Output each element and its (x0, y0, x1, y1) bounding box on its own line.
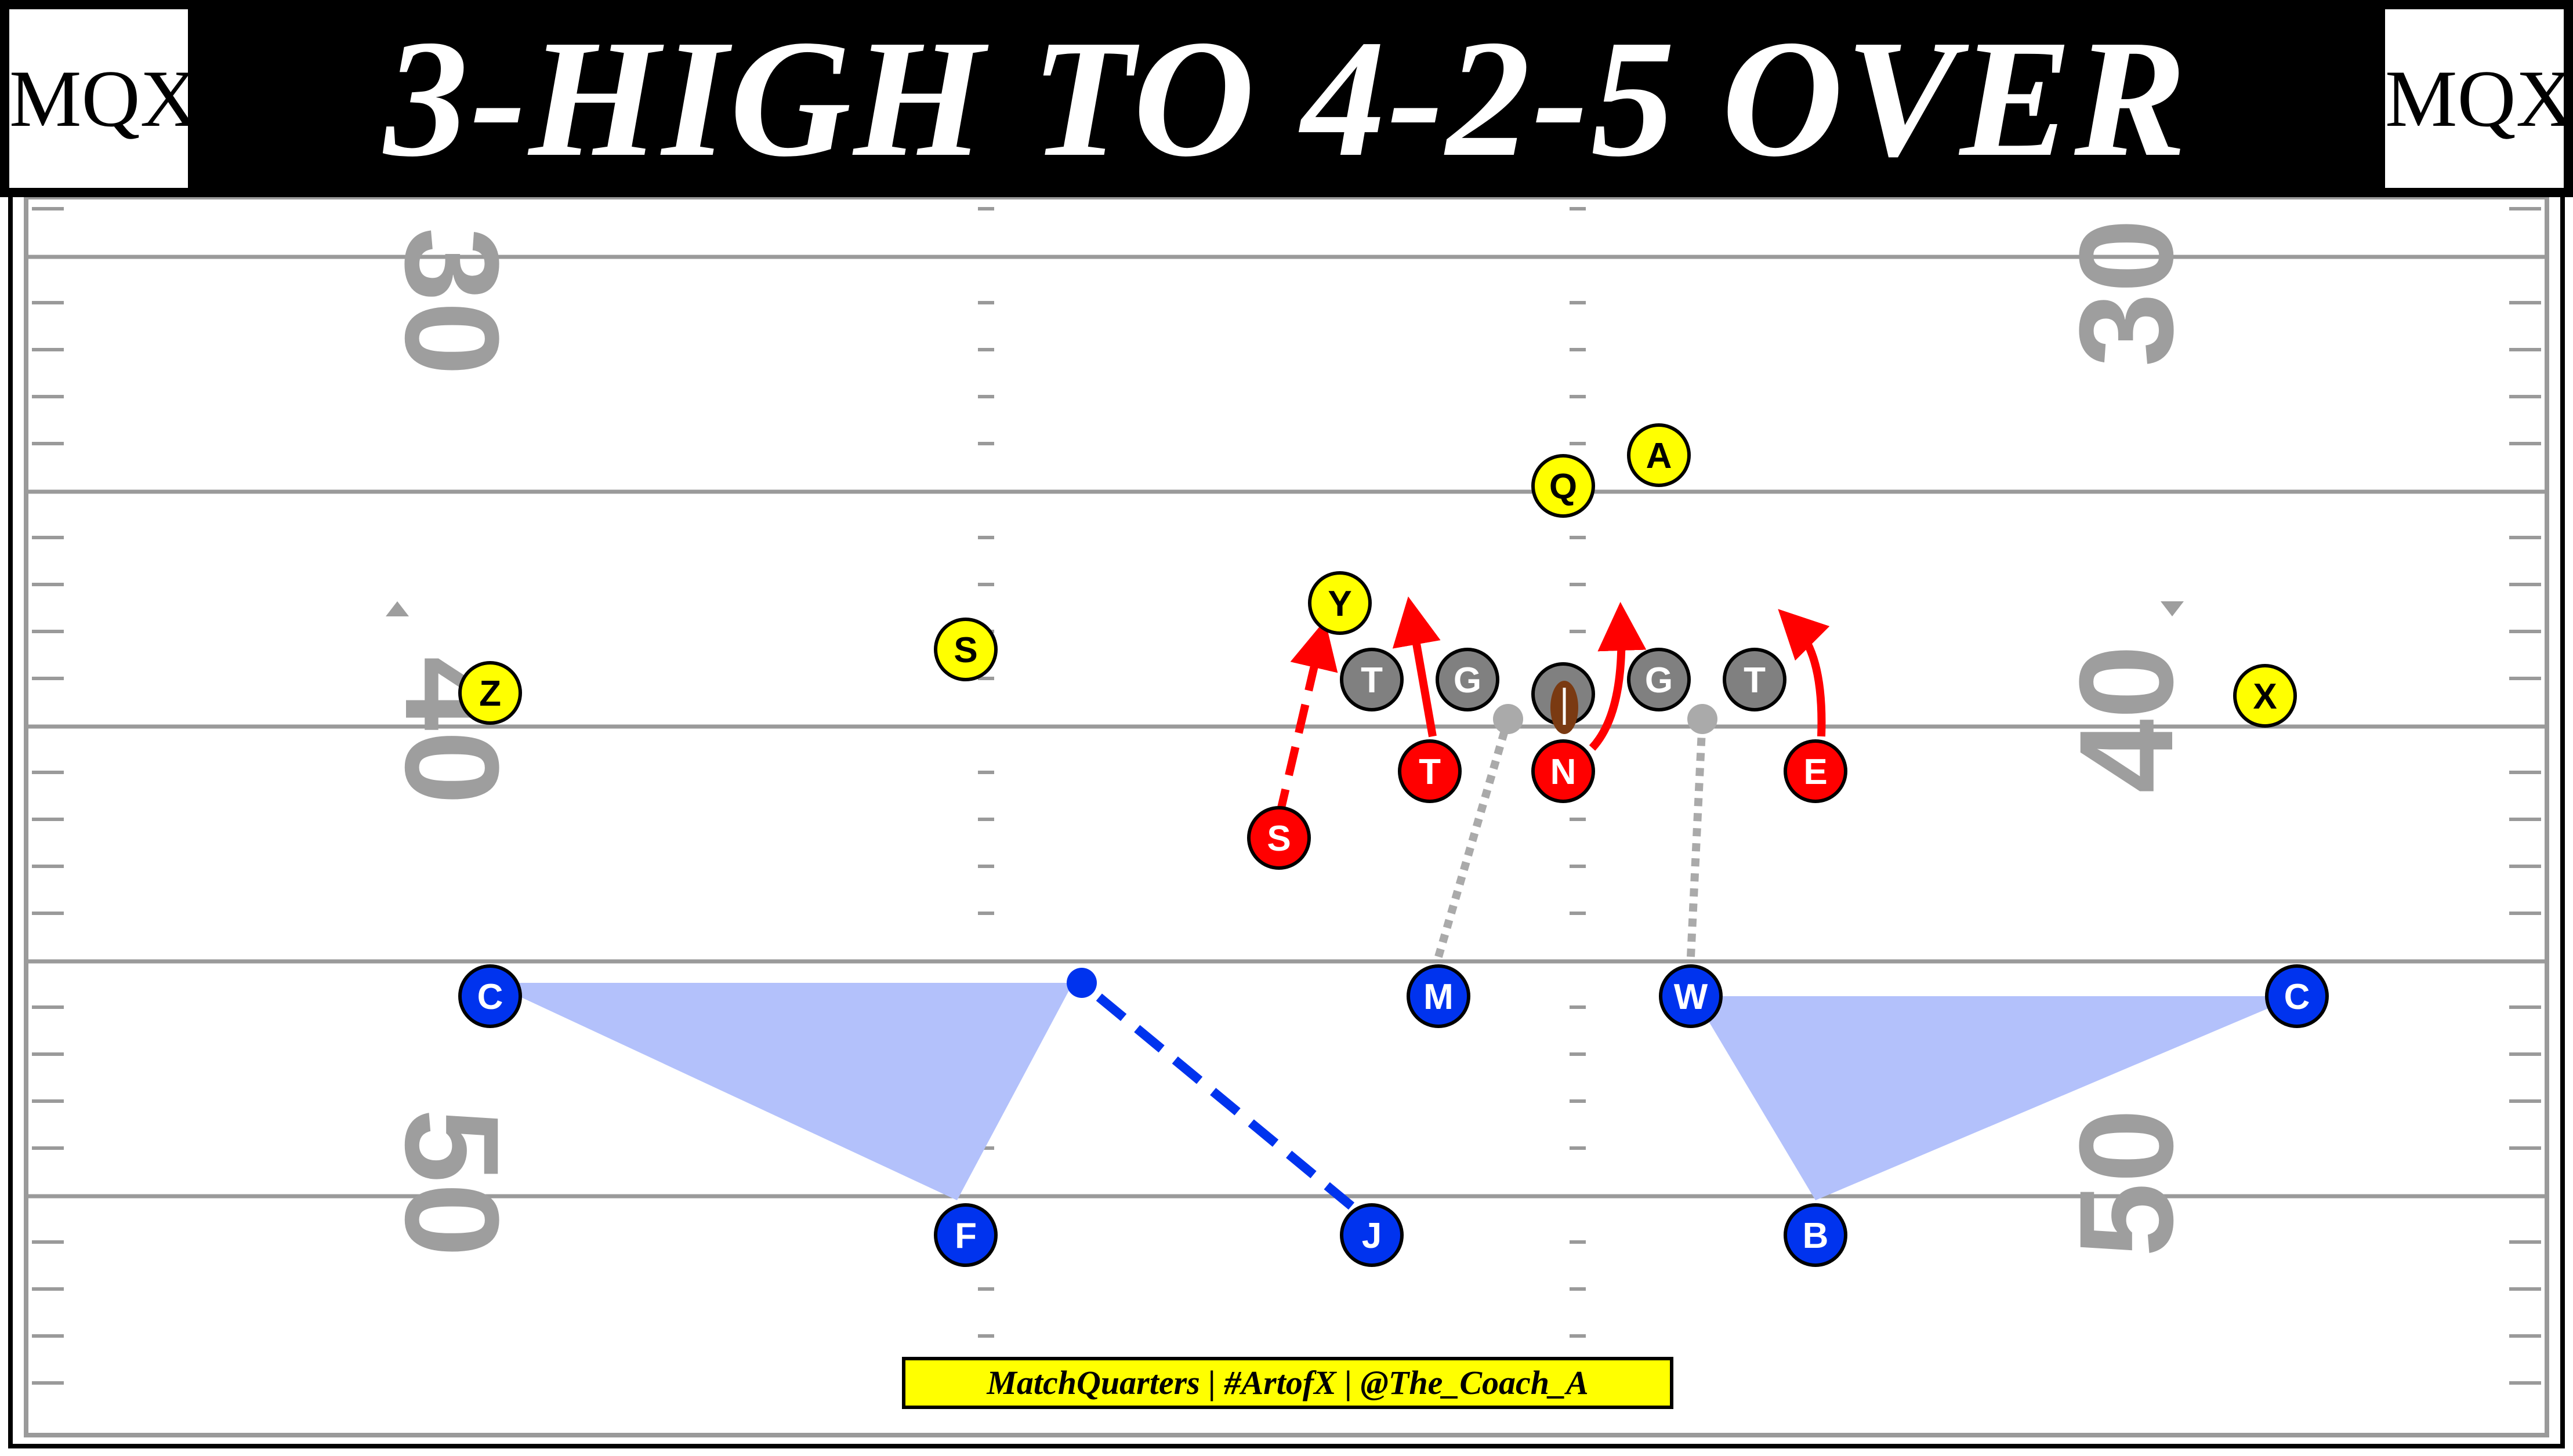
player-dl-t: T (1398, 739, 1462, 803)
player-label: T (1419, 752, 1441, 792)
player-marker (1340, 648, 1404, 711)
slant-path-n (1589, 602, 1647, 751)
player-marker (1784, 739, 1847, 803)
direction-arrow-left (386, 601, 409, 616)
football-icon (1531, 662, 1595, 734)
player-marker (1627, 648, 1691, 711)
player-db-w: W (1659, 964, 1723, 1028)
field-inner-border (24, 195, 2549, 1437)
player-marker (1659, 964, 1723, 1028)
stunt-path-s (1275, 620, 1338, 819)
yard-number-30-right: 30 (2052, 219, 2201, 367)
player-label: N (1550, 752, 1577, 792)
player-label: B (1803, 1216, 1829, 1256)
player-marker (1436, 648, 1499, 711)
player-label: Y (1328, 584, 1351, 624)
player-db-j: J (1340, 1203, 1404, 1267)
player-marker (2265, 964, 2329, 1028)
player-off-x: X (2233, 664, 2297, 728)
deep-zone-left (490, 983, 1073, 1200)
player-off-a: A (1627, 423, 1691, 487)
player-db-c-right: C (2265, 964, 2329, 1028)
player-label: Q (1549, 467, 1577, 507)
hash-marks (32, 207, 2541, 1385)
player-db-m: M (1407, 964, 1470, 1028)
player-label: E (1803, 752, 1827, 792)
player-marker (1531, 454, 1595, 518)
logo-text-right: MQX (2385, 54, 2573, 144)
player-marker (1398, 739, 1462, 803)
player-marker (1784, 1203, 1847, 1267)
logo-text-left: MQX (9, 54, 199, 144)
player-dl-n: N (1531, 739, 1595, 803)
player-ol-t-left: T (1340, 648, 1404, 711)
players: A Q Y S Z X T G G T S T N E C M W C F J B (458, 423, 2329, 1267)
player-off-z: Z (458, 661, 522, 725)
player-label: J (1362, 1216, 1382, 1256)
player-label: S (1267, 819, 1291, 859)
blitz-path-m (1434, 718, 1512, 958)
player-marker (458, 661, 522, 725)
player-dl-e: E (1784, 739, 1847, 803)
player-marker (1531, 739, 1595, 803)
player-marker (1627, 423, 1691, 487)
player-off-y: Y (1308, 571, 1372, 635)
player-marker (1340, 1203, 1404, 1267)
player-label: S (954, 630, 977, 670)
player-label: C (2284, 977, 2310, 1017)
player-marker (934, 1203, 998, 1267)
player-ol-g-left: G (1436, 648, 1499, 711)
player-label: F (955, 1216, 977, 1256)
credit-banner: MatchQuarters | #ArtofX | @The_Coach_A (902, 1357, 1673, 1409)
player-label: A (1646, 436, 1672, 476)
rotation-path-j (1078, 979, 1355, 1210)
rotation-point (1067, 968, 1097, 998)
slant-path-t (1392, 596, 1441, 738)
direction-arrow-right (2161, 601, 2184, 616)
player-marker (2233, 664, 2297, 728)
player-dl-s: S (1247, 806, 1311, 870)
blitz-path-w (1687, 718, 1706, 957)
blitz-point-right (1687, 704, 1717, 734)
yard-number-50-right: 50 (2052, 1109, 2201, 1257)
player-label: T (1744, 660, 1766, 700)
player-marker (1308, 571, 1372, 635)
player-marker (934, 618, 998, 681)
yard-numbers: 30 40 50 30 40 50 (378, 219, 2201, 1257)
page-title: 3-HIGH TO 4-2-5 OVER (384, 5, 2189, 191)
player-label: G (1645, 660, 1673, 700)
player-label: T (1361, 660, 1383, 700)
player-off-s: S (934, 618, 998, 681)
player-db-b: B (1784, 1203, 1847, 1267)
player-label: Z (479, 674, 501, 714)
player-db-c-left: C (458, 964, 522, 1028)
slant-path-e (1778, 609, 1830, 737)
yard-number-40-right: 40 (2052, 645, 2201, 793)
player-marker (1723, 648, 1786, 711)
logo-left: MQX (6, 6, 199, 191)
player-db-f: F (934, 1203, 998, 1267)
yard-number-50-left: 50 (378, 1109, 527, 1257)
deep-zone-right (1694, 996, 2297, 1200)
player-label: W (1674, 977, 1708, 1017)
player-marker (1407, 964, 1470, 1028)
player-ol-t-right: T (1723, 648, 1786, 711)
player-marker (1247, 806, 1311, 870)
player-off-q: Q (1531, 454, 1595, 518)
player-label: C (477, 977, 503, 1017)
title-bar: 3-HIGH TO 4-2-5 OVER (0, 0, 2573, 197)
player-label: G (1454, 660, 1481, 700)
blitz-point-left (1493, 704, 1523, 734)
yard-number-30-left: 30 (378, 227, 527, 376)
player-label: X (2253, 677, 2277, 717)
logo-right: MQX (2382, 6, 2573, 191)
player-marker (458, 964, 522, 1028)
player-ol-g-right: G (1627, 648, 1691, 711)
player-label: M (1423, 977, 1454, 1017)
yard-lines (26, 255, 2547, 1199)
